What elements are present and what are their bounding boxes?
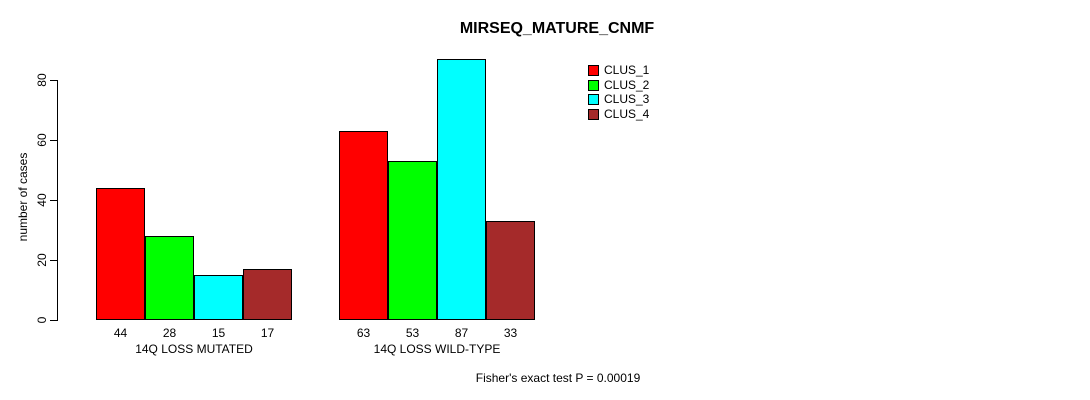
bar-clus_4-group2 [486,221,535,320]
y-axis-tick-label: 0 [35,316,49,324]
chart-title: MIRSEQ_MATURE_CNMF [459,20,655,37]
bar-value-label: 33 [503,326,518,340]
bar-value-label: 53 [405,326,420,340]
y-axis-tick-label: 40 [35,193,49,207]
legend-label: CLUS_4 [604,106,650,121]
bar-clus_2-group1 [145,236,194,320]
y-axis-tick [50,80,57,81]
annotation-text: Fisher's exact test P = 0.00019 [475,371,641,385]
legend-label: CLUS_1 [604,63,650,77]
bar-value-label: 28 [162,326,177,340]
legend-label: CLUS_3 [604,92,650,106]
bar-value-label: 44 [113,326,128,340]
x-category-label: 14Q LOSS MUTATED [135,342,253,356]
bar-clus_3-group2 [437,59,486,320]
legend-swatch [588,94,599,105]
bar-clus_4-group1 [243,269,292,320]
y-axis-tick [50,200,57,201]
bar-value-label: 17 [260,326,275,340]
bar-value-label: 63 [356,326,371,340]
bar-clus_3-group1 [194,275,243,320]
y-axis-tick-label: 80 [35,73,49,87]
y-axis-tick-label: 60 [35,133,49,147]
y-axis-tick [50,140,57,141]
y-axis-tick [50,320,57,321]
y-axis-line [57,80,58,321]
x-category-label: 14Q LOSS WILD-TYPE [373,342,501,356]
y-axis-tick-label: 20 [35,253,49,267]
bar-value-label: 87 [454,326,469,340]
legend-label: CLUS_2 [604,77,650,92]
legend-swatch [588,65,599,76]
bar-clus_1-group1 [96,188,145,320]
bar-clus_1-group2 [339,131,388,320]
bar-clus_2-group2 [388,161,437,320]
legend-swatch [588,108,599,120]
y-axis-tick [50,260,57,261]
legend-swatch [588,79,599,91]
bar-value-label: 15 [211,326,226,340]
